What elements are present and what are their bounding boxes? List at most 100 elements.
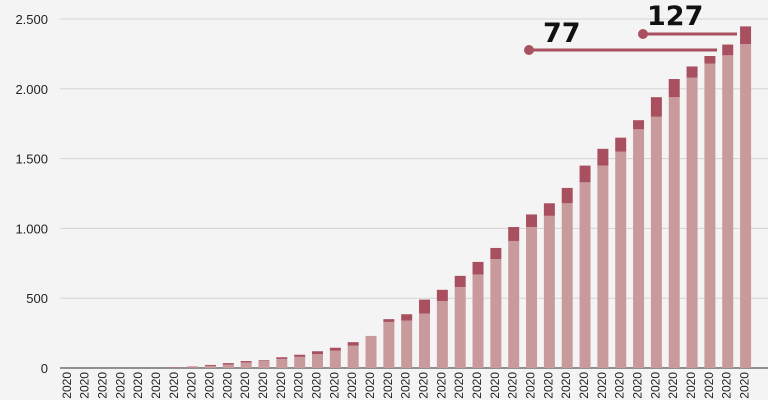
y-tick-label: 500: [26, 291, 48, 306]
x-tick-label: 2020: [78, 372, 92, 399]
x-tick-label: 2020: [60, 372, 74, 399]
bar-base: [276, 358, 288, 368]
bar-new: [526, 214, 538, 228]
x-tick-label: 2020: [256, 372, 270, 399]
x-tick-label: 2020: [292, 372, 306, 399]
bar-new: [508, 227, 520, 241]
callout-dot: [638, 29, 648, 39]
x-tick-label: 2020: [738, 372, 752, 399]
bar-base: [597, 165, 609, 368]
bar-new: [258, 360, 270, 362]
bar-base: [633, 129, 645, 368]
x-tick-label: 2020: [399, 372, 413, 399]
bar-base: [187, 367, 199, 368]
bar-new: [419, 299, 431, 314]
bars: [169, 26, 752, 369]
x-tick-label: 2020: [577, 372, 591, 399]
bar-new: [722, 44, 734, 56]
bar-base: [722, 55, 734, 369]
y-tick-label: 1.500: [15, 152, 48, 167]
bar-new: [490, 247, 502, 260]
x-tick-label: 2020: [631, 372, 645, 399]
x-tick-label: 2020: [220, 372, 234, 399]
bar-base: [490, 259, 502, 368]
bar-base: [740, 44, 752, 369]
bar-base: [222, 364, 234, 368]
bar-new: [187, 366, 199, 368]
grid-lines: [60, 18, 768, 369]
y-tick-label: 0: [41, 361, 48, 376]
callout-label: 77: [543, 18, 581, 49]
callout-label: 127: [647, 1, 703, 32]
bar-base: [258, 361, 270, 368]
x-tick-label: 2020: [648, 372, 662, 399]
x-tick-label: 2020: [720, 372, 734, 399]
x-tick-label: 2020: [434, 372, 448, 399]
x-tick-label: 2020: [95, 372, 109, 399]
bar-base: [454, 287, 466, 368]
bar-new: [401, 314, 413, 321]
bar-base: [543, 215, 555, 368]
bar-base: [668, 97, 680, 369]
x-tick-label: 2020: [488, 372, 502, 399]
bar-base: [508, 240, 520, 368]
y-axis-ticks: 0 500 1.000 1.500 2.000 2.500: [15, 12, 48, 376]
x-tick-label: 2020: [185, 372, 199, 399]
bar-base: [704, 63, 716, 369]
bar-base: [650, 116, 662, 368]
bar-new: [668, 79, 680, 98]
x-tick-label: 2020: [702, 372, 716, 399]
bar-new: [615, 137, 627, 152]
bar-base: [686, 77, 698, 368]
bar-base: [240, 362, 252, 368]
x-axis-ticks: 2020 2020 2020 2020 2020 2020 2020 2020 2020 2020…: [60, 372, 752, 399]
x-tick-label: 2020: [202, 372, 216, 399]
x-tick-label: 2020: [684, 372, 698, 399]
x-tick-label: 2020: [363, 372, 377, 399]
y-tick-label: 1.000: [15, 221, 48, 236]
bar-new: [650, 97, 662, 117]
bar-new: [561, 187, 573, 204]
callout-dot: [524, 45, 534, 55]
bar-new: [276, 357, 288, 359]
bar-base: [472, 274, 484, 368]
bar-base: [347, 345, 359, 368]
bar-new: [383, 319, 395, 322]
bar-new: [472, 261, 484, 275]
bar-base: [329, 350, 341, 368]
bar-new: [543, 203, 555, 216]
y-tick-label: 2.500: [15, 12, 48, 27]
x-tick-label: 2020: [149, 372, 163, 399]
bar-new: [740, 26, 752, 45]
bar-base: [365, 335, 377, 368]
x-tick-label: 2020: [417, 372, 431, 399]
bar-base: [401, 320, 413, 368]
bar-new: [222, 363, 234, 365]
callouts: 77 127: [524, 1, 737, 55]
x-tick-label: 2020: [541, 372, 555, 399]
x-tick-label: 2020: [452, 372, 466, 399]
x-tick-label: 2020: [131, 372, 145, 399]
x-tick-label: 2020: [238, 372, 252, 399]
x-tick-label: 2020: [310, 372, 324, 399]
x-tick-label: 2020: [470, 372, 484, 399]
x-tick-label: 2020: [113, 372, 127, 399]
bar-new: [294, 354, 306, 357]
bar-base: [436, 300, 448, 368]
bar-base: [383, 321, 395, 368]
x-tick-label: 2020: [274, 372, 288, 399]
bar-base: [204, 365, 216, 368]
y-tick-label: 2.000: [15, 82, 48, 97]
x-tick-label: 2020: [506, 372, 520, 399]
bar-new: [686, 66, 698, 78]
bar-base: [561, 203, 573, 368]
bar-base: [579, 182, 591, 368]
bar-new: [329, 347, 341, 351]
bar-new: [436, 289, 448, 301]
bar-base: [615, 151, 627, 368]
x-tick-label: 2020: [345, 372, 359, 399]
x-tick-label: 2020: [666, 372, 680, 399]
bar-new: [347, 342, 359, 346]
bar-new: [312, 351, 324, 355]
